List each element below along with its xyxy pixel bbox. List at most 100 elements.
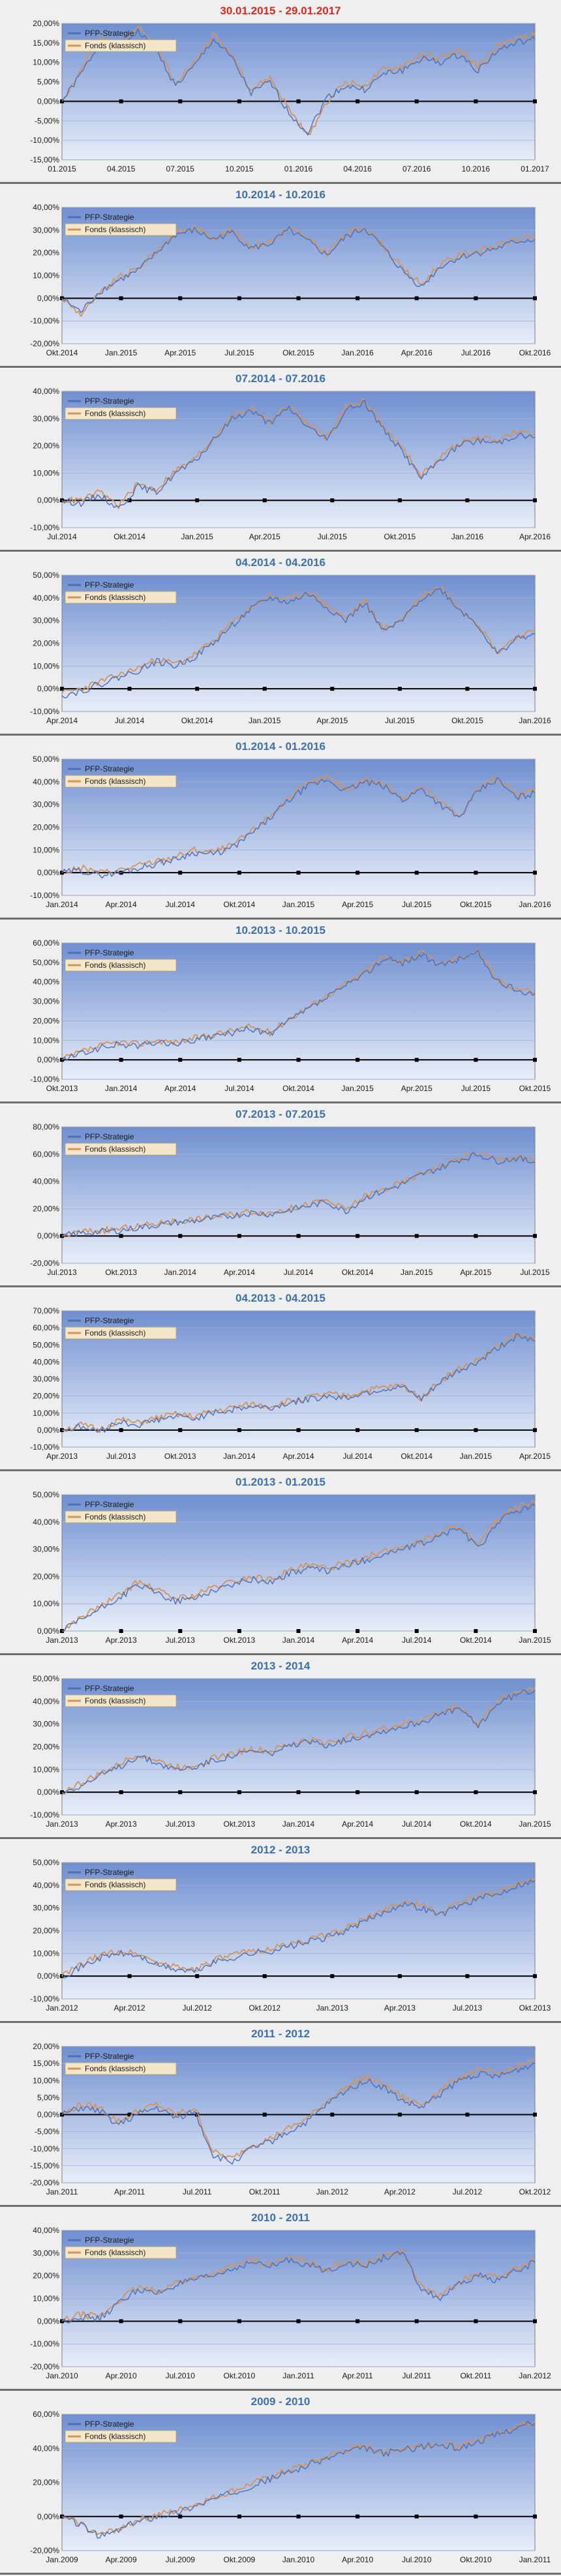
x-tick-mark — [237, 2514, 241, 2519]
y-tick-label: 60,00% — [33, 938, 59, 948]
x-tick-mark — [127, 2112, 132, 2117]
x-tick-mark — [119, 2514, 123, 2519]
x-tick-label: Okt.2009 — [224, 2555, 256, 2564]
legend-label: Fonds (klassisch) — [85, 2248, 145, 2257]
y-tick-label: 5,00% — [37, 2093, 59, 2102]
y-tick-label: 10,00% — [33, 1765, 59, 1774]
x-tick-mark — [127, 498, 132, 503]
series-line-pfp-strategie — [61, 2063, 536, 2165]
x-tick-label: Okt.2010 — [460, 2555, 492, 2564]
legend-label: PFP-Strategie — [85, 1500, 134, 1509]
x-tick-label: Jan.2013 — [316, 2003, 349, 2013]
chart-title: 2012 - 2013 — [251, 1844, 311, 1856]
legend-highlight — [65, 959, 177, 972]
x-tick-mark — [533, 1428, 537, 1432]
x-tick-mark — [60, 99, 64, 104]
chart-panel: 07.2014 - 07.2016 40,00% 30,00% 20,00% 10,00… — [0, 368, 561, 552]
x-tick-label: Okt.2012 — [249, 2003, 280, 2013]
x-tick-mark — [356, 99, 360, 104]
legend-label: Fonds (klassisch) — [85, 1145, 145, 1154]
legend: PFP-Strategie Fonds (klassisch) — [65, 2052, 177, 2075]
x-tick-mark — [397, 687, 402, 691]
chart-svg: 2009 - 2010 60,00% 40,00% 20,00% 0,00% -20,00… — [30, 2395, 551, 2564]
x-tick-label: Jul.2015 — [224, 348, 254, 357]
y-tick-label: 0,00% — [37, 684, 59, 693]
y-tick-label: -10,00% — [30, 316, 59, 325]
y-tick-label: 40,00% — [33, 1357, 59, 1366]
x-tick-label: Jul.2014 — [47, 532, 77, 541]
x-tick-label: Okt.2013 — [46, 1084, 78, 1093]
y-tick-label: 40,00% — [33, 1881, 59, 1890]
legend-label: PFP-Strategie — [85, 2052, 134, 2061]
y-tick-label: 5,00% — [37, 78, 59, 87]
y-tick-label: 20,00% — [33, 2042, 59, 2051]
chart-panel: 2009 - 2010 60,00% 40,00% 20,00% 0,00% -20,00… — [0, 2391, 561, 2575]
x-tick-label: Jul.2011 — [402, 2371, 432, 2380]
x-tick-mark — [397, 498, 402, 503]
x-tick-label: Okt.2015 — [451, 716, 483, 725]
y-tick-label: 20,00% — [33, 248, 59, 258]
x-tick-mark — [119, 1428, 123, 1432]
x-tick-label: Jul.2013 — [106, 1452, 136, 1461]
x-tick-mark — [465, 2112, 470, 2117]
chart-svg: 01.2014 - 01.2016 50,00% 40,00% 30,00% 20,00… — [30, 740, 551, 909]
x-tick-label: Apr.2013 — [106, 1820, 137, 1829]
series-line-fonds-klassisch — [61, 225, 536, 317]
legend-label: Fonds (klassisch) — [85, 1880, 145, 1889]
chart-title: 2010 - 2011 — [251, 2211, 310, 2224]
chart-title: 01.2013 - 01.2015 — [235, 1476, 326, 1488]
chart-svg: 04.2013 - 04.2015 70,00% 60,00% 50,00% 40,00… — [30, 1292, 551, 1461]
y-tick-label: 30,00% — [33, 2249, 59, 2258]
x-tick-mark — [127, 687, 132, 691]
y-tick-label: 10,00% — [33, 1036, 59, 1045]
y-tick-label: 20,00% — [33, 442, 59, 451]
x-tick-label: Okt.2015 — [519, 1084, 551, 1093]
x-tick-label: Jul.2010 — [166, 2371, 196, 2380]
x-tick-label: 04.2016 — [343, 164, 372, 173]
x-tick-label: Jul.2015 — [520, 1268, 550, 1277]
x-tick-label: Jul.2015 — [385, 716, 415, 725]
y-tick-label: -10,00% — [30, 891, 59, 900]
legend-highlight — [65, 1694, 177, 1707]
x-tick-label: Jul.2013 — [166, 1636, 196, 1645]
legend-label: PFP-Strategie — [85, 2419, 134, 2429]
series-line-fonds-klassisch — [61, 2420, 536, 2535]
legend-highlight — [65, 223, 177, 236]
legend-highlight — [65, 2062, 177, 2075]
legend-highlight — [65, 39, 177, 52]
y-tick-label: 10,00% — [33, 271, 59, 280]
y-tick-label: 20,00% — [33, 2271, 59, 2281]
y-tick-label: 15,00% — [33, 2059, 59, 2068]
chart-panel: 04.2014 - 04.2016 50,00% 40,00% 30,00% 20,00… — [0, 552, 561, 736]
x-tick-label: Apr.2014 — [106, 900, 137, 909]
x-tick-mark — [60, 1790, 64, 1795]
y-tick-label: 40,00% — [33, 203, 59, 212]
y-tick-label: 50,00% — [33, 958, 59, 967]
legend-highlight — [65, 591, 177, 604]
x-tick-mark — [119, 2319, 123, 2324]
x-tick-mark — [414, 296, 419, 301]
x-tick-mark — [533, 687, 537, 691]
series-line-pfp-strategie — [61, 226, 536, 314]
legend-highlight — [65, 2430, 177, 2443]
x-tick-label: 10.2016 — [462, 164, 491, 173]
x-tick-mark — [474, 1058, 478, 1062]
x-tick-label: Okt.2014 — [342, 1268, 374, 1277]
x-tick-label: Apr.2014 — [282, 1452, 314, 1461]
y-tick-label: 30,00% — [33, 226, 59, 235]
chart-panel: 07.2013 - 07.2015 80,00% 60,00% 40,00% 20,00… — [0, 1103, 561, 1287]
legend-label: PFP-Strategie — [85, 1868, 134, 1877]
x-tick-label: Okt.2014 — [401, 1452, 432, 1461]
x-tick-mark — [533, 498, 537, 503]
y-tick-label: 20,00% — [33, 1926, 59, 1936]
x-tick-mark — [533, 1629, 537, 1633]
chart-panel: 04.2013 - 04.2015 70,00% 60,00% 50,00% 40,00… — [0, 1287, 561, 1471]
x-tick-label: Jan.2009 — [46, 2555, 78, 2564]
x-tick-mark — [533, 1058, 537, 1062]
series-line-fonds-klassisch — [61, 2249, 536, 2322]
x-tick-label: Jan.2011 — [282, 2371, 314, 2380]
x-tick-mark — [474, 2514, 478, 2519]
series-line-pfp-strategie — [61, 1152, 535, 1237]
y-tick-label: 10,00% — [33, 1949, 59, 1958]
y-tick-label: -5,00% — [35, 116, 59, 125]
